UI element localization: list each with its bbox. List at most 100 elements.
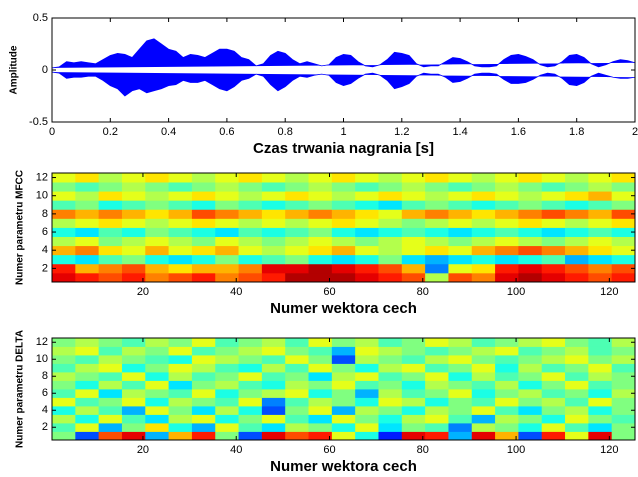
y-tick-label: 4 <box>42 244 48 256</box>
heatmap-cell <box>215 338 239 347</box>
heatmap-cell <box>518 355 543 364</box>
heatmap-cell <box>238 431 263 441</box>
heatmap-cell <box>52 218 76 228</box>
heatmap-cell <box>215 227 239 237</box>
heatmap-cell <box>145 431 169 441</box>
heatmap-cell <box>238 406 263 415</box>
heatmap-cell <box>285 200 309 210</box>
heatmap-cell <box>355 227 379 237</box>
heatmap-cell <box>121 423 146 432</box>
heatmap-cell <box>425 363 449 373</box>
heatmap-cell <box>75 380 100 390</box>
heatmap-cell <box>611 272 636 283</box>
heatmap-cell <box>495 200 519 210</box>
heatmap-cell <box>611 406 636 415</box>
heatmap-cell <box>261 414 286 424</box>
heatmap-cell <box>215 363 239 373</box>
heatmap-cell <box>565 218 589 228</box>
heatmap-cell <box>215 272 239 283</box>
heatmap-cell <box>98 191 123 201</box>
heatmap-cell <box>98 254 123 265</box>
heatmap-cell <box>52 200 76 210</box>
heatmap-cell <box>448 363 473 373</box>
heatmap-cell <box>52 414 76 424</box>
heatmap-cell <box>121 200 146 210</box>
heatmap-cell <box>145 236 169 247</box>
heatmap-cell <box>471 182 496 192</box>
heatmap-cell <box>238 173 263 183</box>
heatmap-cell <box>541 236 566 247</box>
heatmap-cell <box>331 346 356 356</box>
heatmap-cell <box>238 245 263 256</box>
heatmap-cell <box>308 173 333 183</box>
heatmap-cell <box>331 263 356 274</box>
heatmap-cell <box>98 200 123 210</box>
heatmap-cell <box>145 182 169 192</box>
heatmap-cell <box>495 272 519 283</box>
heatmap-cell <box>121 227 146 237</box>
heatmap-cell <box>75 236 100 247</box>
heatmap-cell <box>121 254 146 265</box>
heatmap-cell <box>611 423 636 432</box>
heatmap-cell <box>471 272 496 283</box>
heatmap-cell <box>215 397 239 407</box>
heatmap-cell <box>121 263 146 274</box>
heatmap-cell <box>98 372 123 381</box>
heatmap-cell <box>565 414 589 424</box>
heatmap-cell <box>448 355 473 364</box>
heatmap-cell <box>238 191 263 201</box>
heatmap-cell <box>611 200 636 210</box>
heatmap-cell <box>565 372 589 381</box>
heatmap-cell <box>238 182 263 192</box>
heatmap-cell <box>378 236 403 247</box>
heatmap-cell <box>75 406 100 415</box>
heatmap-cell <box>425 254 449 265</box>
heatmap-cell <box>215 200 239 210</box>
heatmap-cell <box>285 191 309 201</box>
heatmap-cell <box>355 263 379 274</box>
heatmap-cell <box>215 236 239 247</box>
heatmap-cell <box>401 182 426 192</box>
heatmap-cell <box>425 389 449 398</box>
heatmap-cell <box>168 272 193 283</box>
heatmap-cell <box>518 423 543 432</box>
heatmap-cell <box>588 346 613 356</box>
heatmap-cell <box>261 338 286 347</box>
heatmap-cell <box>541 191 566 201</box>
x-tick-label: 1 <box>340 126 346 138</box>
heatmap-cell <box>75 372 100 381</box>
heatmap-cell <box>238 263 263 274</box>
heatmap-cell <box>331 173 356 183</box>
heatmap-cell <box>308 423 333 432</box>
heatmap-cell <box>611 372 636 381</box>
heatmap-cell <box>495 414 519 424</box>
heatmap-cell <box>378 254 403 265</box>
heatmap-cell <box>285 182 309 192</box>
heatmap-cell <box>565 182 589 192</box>
heatmap-cell <box>355 218 379 228</box>
heatmap-cell <box>308 209 333 219</box>
heatmap-cell <box>378 423 403 432</box>
heatmap-cell <box>401 363 426 373</box>
heatmap-cell <box>588 227 613 237</box>
heatmap-cell <box>215 372 239 381</box>
heatmap-cell <box>215 209 239 219</box>
heatmap-cell <box>75 414 100 424</box>
heatmap-cell <box>611 414 636 424</box>
heatmap-cell <box>75 191 100 201</box>
heatmap-cell <box>121 389 146 398</box>
heatmap-cell <box>191 338 216 347</box>
heatmap-cell <box>98 236 123 247</box>
heatmap-cell <box>425 272 449 283</box>
heatmap-cell <box>378 200 403 210</box>
heatmap-cell <box>52 263 76 274</box>
heatmap-cell <box>565 355 589 364</box>
heatmap-cell <box>611 245 636 256</box>
heatmap-cell <box>285 372 309 381</box>
heatmap-cell <box>448 245 473 256</box>
heatmap-cell <box>355 182 379 192</box>
heatmap-cell <box>471 363 496 373</box>
heatmap-cell <box>401 346 426 356</box>
heatmap-cell <box>355 406 379 415</box>
heatmap-cell <box>565 245 589 256</box>
